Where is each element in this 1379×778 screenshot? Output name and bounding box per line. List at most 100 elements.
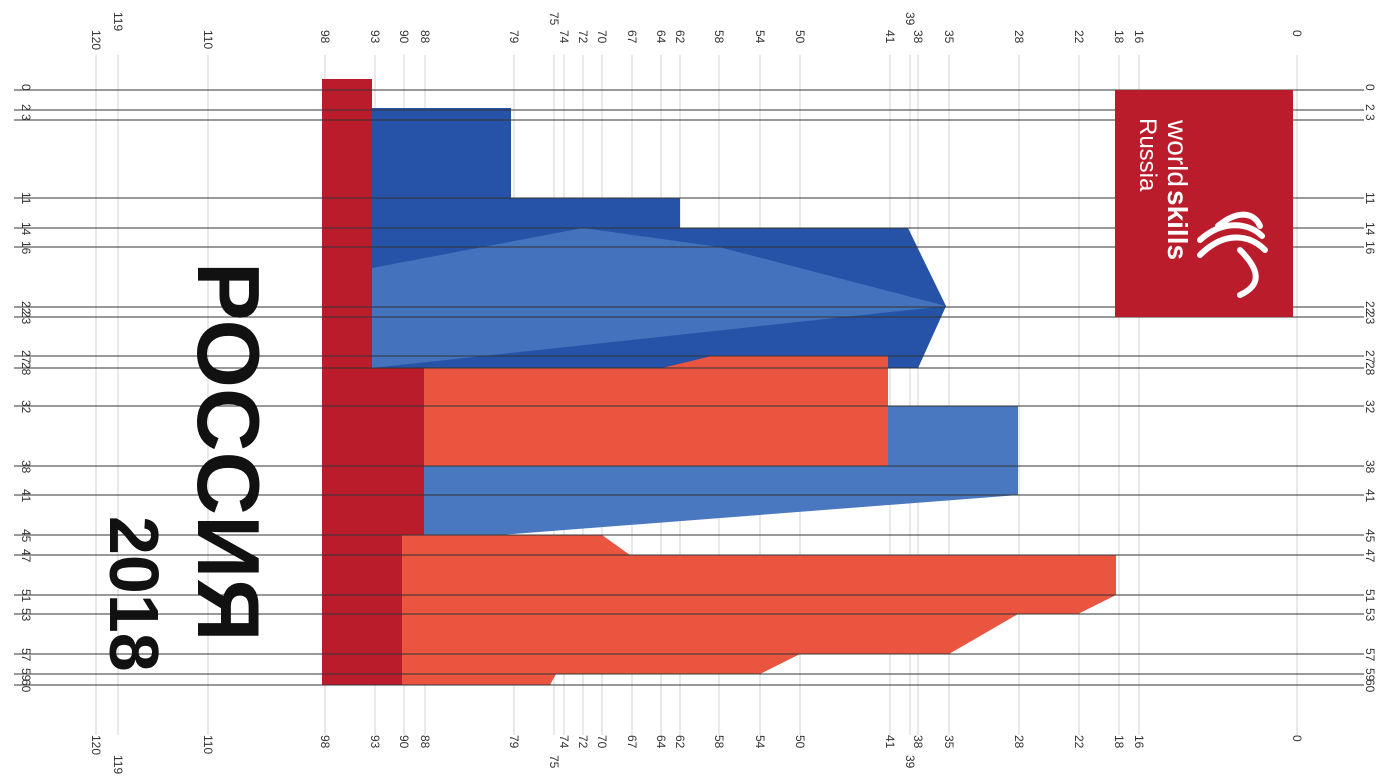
x-tick-top-label: 0: [1290, 30, 1304, 37]
x-tick-bottom-label: 74: [557, 735, 571, 749]
y-tick-left-label: 14: [19, 222, 33, 236]
x-tick-bottom-label: 41: [883, 735, 897, 749]
x-tick-top-label: 50: [793, 30, 807, 44]
x-tick-bottom-label: 38: [911, 735, 925, 749]
y-tick-right-label: 38: [1363, 460, 1377, 474]
y-tick-right-label: 11: [1363, 192, 1377, 205]
y-tick-left-label: 60: [19, 679, 33, 693]
x-tick-top-label: 72: [576, 30, 590, 44]
x-tick-top-label: 110: [201, 30, 215, 49]
x-tick-top-label: 88: [418, 30, 432, 44]
y-tick-right-label: 14: [1363, 222, 1377, 236]
y-tick-left-label: 28: [19, 362, 33, 376]
x-tick-top-label: 62: [673, 30, 687, 44]
x-tick-top-label: 28: [1012, 30, 1026, 44]
y-tick-left-label: 22: [19, 301, 33, 315]
y-tick-right-label: 0: [1363, 84, 1377, 91]
x-tick-bottom-label: 64: [654, 735, 668, 749]
x-tick-top-label: 64: [654, 30, 668, 44]
poster-year: 2018: [95, 516, 173, 672]
x-tick-top-label: 67: [625, 30, 639, 44]
x-tick-top-label: 22: [1072, 30, 1086, 44]
logo-skills-text: skills: [1162, 190, 1193, 260]
y-tick-right-label: 27: [1363, 350, 1377, 364]
y-tick-left-label: 59: [19, 668, 33, 682]
x-tick-top-label: 54: [753, 30, 767, 44]
y-tick-right-label: 60: [1363, 679, 1377, 693]
x-tick-bottom-label: 50: [793, 735, 807, 749]
x-tick-bottom-label: 98: [318, 735, 332, 749]
x-tick-bottom-label: 54: [753, 735, 767, 749]
x-tick-bottom-label: 75: [547, 755, 561, 769]
x-tick-bottom-label: 93: [368, 735, 382, 749]
y-tick-right-label: 23: [1363, 311, 1377, 325]
x-tick-bottom-label: 67: [625, 735, 639, 749]
y-tick-left-label: 53: [19, 608, 33, 622]
y-tick-left-label: 0: [19, 84, 33, 91]
horizontal-lines: [14, 89, 1364, 686]
orange-middle-shape: [424, 356, 888, 466]
x-tick-bottom-label: 18: [1112, 735, 1126, 749]
x-tick-top-label: 58: [712, 30, 726, 44]
y-tick-left-label: 38: [19, 460, 33, 474]
x-tick-bottom-label: 35: [942, 735, 956, 749]
y-tick-left-label: 32: [19, 400, 33, 414]
y-tick-right-label: 47: [1363, 549, 1377, 563]
y-tick-right-label: 41: [1363, 489, 1377, 503]
x-tick-top-label: 38: [911, 30, 925, 44]
y-tick-right-label: 28: [1363, 362, 1377, 376]
y-tick-right-label: 2: [1363, 104, 1377, 111]
x-tick-top-label: 41: [883, 30, 897, 44]
x-tick-top-label: 70: [595, 30, 609, 44]
worldskills-emblem-icon: [1197, 211, 1268, 298]
x-tick-bottom-label: 72: [576, 735, 590, 749]
x-tick-bottom-label: 110: [201, 735, 215, 754]
y-tick-left-label: 41: [19, 489, 33, 503]
x-tick-bottom-label: 22: [1072, 735, 1086, 749]
x-tick-top-label: 39: [903, 12, 917, 26]
x-tick-bottom-label: 28: [1012, 735, 1026, 749]
y-tick-right-label: 53: [1363, 608, 1377, 622]
y-tick-left-label: 11: [19, 192, 33, 205]
x-tick-bottom-label: 70: [595, 735, 609, 749]
x-tick-top-label: 93: [368, 30, 382, 44]
x-tick-top-label: 98: [318, 30, 332, 44]
y-tick-left-label: 23: [19, 311, 33, 325]
y-tick-left-label: 57: [19, 648, 33, 662]
x-tick-top-label: 18: [1112, 30, 1126, 44]
y-tick-right-label: 51: [1363, 589, 1377, 603]
x-tick-top-label: 79: [507, 30, 521, 44]
y-tick-left-label: 51: [19, 589, 33, 603]
x-tick-bottom-label: 120: [89, 735, 103, 755]
x-tick-bottom-label: 119: [111, 755, 125, 774]
y-tick-right-label: 3: [1363, 114, 1377, 121]
x-tick-bottom-label: 62: [673, 735, 687, 749]
x-tick-bottom-label: 88: [418, 735, 432, 749]
y-tick-right-label: 32: [1363, 400, 1377, 414]
y-tick-left-label: 16: [19, 241, 33, 255]
x-tick-top-label: 35: [942, 30, 956, 44]
poster-title: РОССИЯ: [179, 262, 278, 642]
x-tick-top-label: 119: [111, 12, 125, 31]
axis-ticks: 1201201191191101109898939390908888797975…: [19, 12, 1377, 774]
logo-russia-text: Russia: [1134, 118, 1161, 192]
x-tick-bottom-label: 39: [903, 755, 917, 769]
blue-upper-shape: [372, 108, 946, 368]
y-tick-right-label: 16: [1363, 241, 1377, 255]
x-tick-bottom-label: 79: [507, 735, 521, 749]
x-tick-bottom-label: 90: [397, 735, 411, 749]
y-tick-left-label: 45: [19, 529, 33, 543]
y-tick-right-label: 59: [1363, 668, 1377, 682]
worldskills-logo: world skills Russia: [1115, 90, 1293, 317]
y-tick-left-label: 2: [19, 104, 33, 111]
y-tick-left-label: 47: [19, 549, 33, 563]
x-tick-bottom-label: 16: [1132, 735, 1146, 749]
dark-red-column: [322, 79, 424, 685]
x-tick-top-label: 75: [547, 12, 561, 26]
x-tick-top-label: 74: [557, 30, 571, 44]
y-tick-left-label: 27: [19, 350, 33, 364]
y-tick-right-label: 22: [1363, 301, 1377, 315]
x-tick-bottom-label: 0: [1290, 735, 1304, 742]
orange-lower-shape: [402, 535, 1116, 685]
